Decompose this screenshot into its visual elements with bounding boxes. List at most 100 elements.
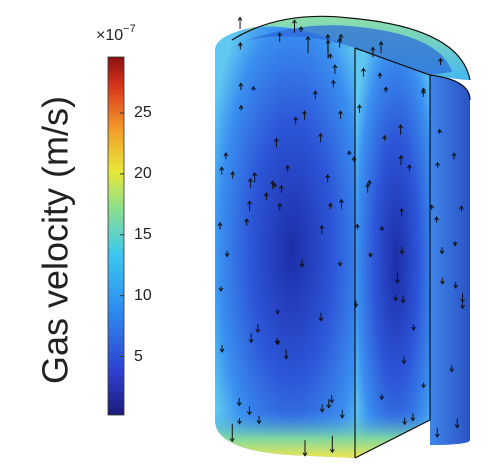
arrow-head <box>230 170 236 176</box>
arrow-head <box>312 90 318 95</box>
arrow-head <box>337 262 343 267</box>
arrow-head <box>247 411 252 416</box>
arrow-head <box>329 448 335 454</box>
arrow-head <box>251 85 256 91</box>
arrow-head <box>238 82 244 87</box>
arrow-head <box>255 328 261 334</box>
multiplier-base: ×10 <box>96 27 123 44</box>
arrow-head <box>421 384 426 389</box>
arrow-head <box>302 110 307 115</box>
arrow-head <box>325 33 331 39</box>
arrow-head <box>237 420 242 425</box>
colorbar-tick-label: 25 <box>134 104 152 121</box>
arrow-head <box>434 433 440 438</box>
colorbar-tick-label: 20 <box>134 165 152 182</box>
arrow-head <box>434 216 440 221</box>
arrow-head <box>357 104 362 109</box>
arrow-head <box>319 408 325 413</box>
top-inner <box>248 25 452 75</box>
arrow-head <box>353 303 359 308</box>
colorbar-tick-label: 5 <box>134 348 143 365</box>
arrow-head <box>361 67 366 72</box>
arrow-head <box>435 161 441 166</box>
arrow-head <box>244 218 250 223</box>
colorbar-tick-label: 15 <box>134 226 152 243</box>
arrow-head <box>393 297 399 302</box>
arrow-head <box>337 37 343 42</box>
colorbar-multiplier: ×10−7 <box>96 23 136 44</box>
arrow-head <box>383 86 389 91</box>
colorbar-ticks: 5 10 15 20 25 <box>120 104 152 365</box>
arrow-head <box>329 399 335 404</box>
arrow-head <box>263 192 269 197</box>
arrow-head <box>319 224 325 230</box>
arrow-head <box>394 279 400 284</box>
arrow-head <box>399 207 405 213</box>
arrow-head <box>330 79 336 84</box>
arrow-head <box>219 348 225 353</box>
arrow-head <box>274 340 280 345</box>
arrow-head <box>338 110 343 115</box>
arrow-head <box>275 310 281 315</box>
arrow-head <box>421 87 426 92</box>
arrow-head <box>399 250 405 255</box>
arrow-head <box>451 152 457 157</box>
arrow-head <box>298 26 304 31</box>
cylinder-cut-surface <box>355 48 430 458</box>
arrow-head <box>237 41 243 47</box>
arrow-head <box>429 204 435 209</box>
arrow-head <box>368 253 373 258</box>
arrow-head <box>453 284 459 289</box>
arrow-head <box>439 250 445 255</box>
arrow-head <box>339 414 345 419</box>
arrow-head <box>351 156 357 161</box>
arrow-head <box>247 200 253 205</box>
arrow-head <box>398 124 404 129</box>
cylinder-plot <box>215 15 471 459</box>
arrow-head <box>270 180 276 185</box>
arrow-head <box>292 19 297 24</box>
arrow-head <box>401 360 407 365</box>
arrow-head <box>459 205 464 210</box>
arrow-head <box>346 150 352 155</box>
arrow-head <box>299 263 305 268</box>
cylinder-right-side <box>430 75 470 445</box>
arrow-head <box>420 89 426 94</box>
arrow-head <box>318 317 324 322</box>
arrow-head <box>247 177 253 183</box>
arrow-head <box>402 420 408 426</box>
arrow-head <box>400 299 406 304</box>
arrow-head <box>293 116 299 121</box>
colorbar <box>107 56 125 416</box>
arrow-head <box>277 202 283 207</box>
arrow-head <box>439 280 445 285</box>
arrow-head <box>460 298 465 303</box>
arrow-head <box>398 154 404 159</box>
arrow-head <box>218 287 224 292</box>
arrow-head <box>460 304 466 310</box>
arrow-head <box>438 57 443 62</box>
arrow-head <box>332 64 338 69</box>
arrow-head <box>367 179 372 184</box>
arrow-head <box>406 164 412 169</box>
arrow-head <box>236 402 242 407</box>
arrow-head <box>326 404 332 409</box>
arrow-head <box>452 242 458 247</box>
arrow-head <box>370 46 376 51</box>
arrow-head <box>238 104 244 109</box>
arrow-head <box>252 172 258 177</box>
arrow-head <box>248 339 254 344</box>
arrow-head <box>237 16 243 21</box>
arrow-head <box>224 253 230 258</box>
arrow-head <box>229 438 235 443</box>
arrow-head <box>379 396 385 401</box>
arrow-head <box>437 128 442 133</box>
arrow-head <box>379 225 385 230</box>
arrow-head <box>378 41 384 46</box>
arrow-head <box>338 33 344 38</box>
arrow-head <box>377 72 383 77</box>
bottom-highlight <box>215 380 430 458</box>
arrow-head <box>283 355 289 360</box>
arrow-head <box>382 134 388 140</box>
